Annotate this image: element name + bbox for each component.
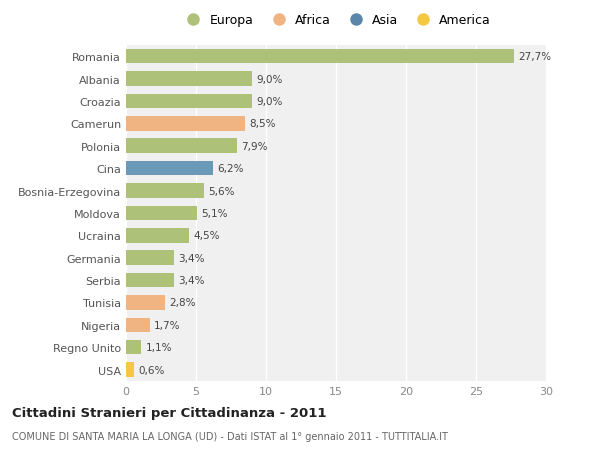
Bar [126, 251, 173, 265]
Legend: Europa, Africa, Asia, America: Europa, Africa, Asia, America [178, 12, 494, 30]
Bar [126, 72, 252, 87]
Bar [126, 363, 134, 377]
Bar [126, 206, 197, 221]
Text: 6,2%: 6,2% [217, 164, 244, 174]
Bar [126, 184, 205, 198]
Text: 27,7%: 27,7% [518, 52, 551, 62]
Text: 5,1%: 5,1% [202, 208, 228, 218]
Bar [126, 139, 236, 154]
Text: Cittadini Stranieri per Cittadinanza - 2011: Cittadini Stranieri per Cittadinanza - 2… [12, 406, 326, 419]
Bar [126, 162, 213, 176]
Text: 3,4%: 3,4% [178, 275, 204, 285]
Text: 4,5%: 4,5% [193, 231, 220, 241]
Text: COMUNE DI SANTA MARIA LA LONGA (UD) - Dati ISTAT al 1° gennaio 2011 - TUTTITALIA: COMUNE DI SANTA MARIA LA LONGA (UD) - Da… [12, 431, 448, 442]
Bar [126, 95, 252, 109]
Bar [126, 340, 142, 355]
Text: 5,6%: 5,6% [209, 186, 235, 196]
Text: 1,7%: 1,7% [154, 320, 181, 330]
Bar [126, 296, 165, 310]
Bar [126, 229, 189, 243]
Bar [126, 273, 173, 288]
Text: 8,5%: 8,5% [249, 119, 276, 129]
Text: 7,9%: 7,9% [241, 141, 268, 151]
Bar [126, 117, 245, 131]
Text: 0,6%: 0,6% [139, 365, 165, 375]
Bar [126, 318, 150, 332]
Text: 9,0%: 9,0% [256, 74, 283, 84]
Text: 1,1%: 1,1% [146, 342, 172, 353]
Bar [126, 50, 514, 64]
Text: 9,0%: 9,0% [256, 97, 283, 107]
Text: 3,4%: 3,4% [178, 253, 204, 263]
Text: 2,8%: 2,8% [169, 298, 196, 308]
